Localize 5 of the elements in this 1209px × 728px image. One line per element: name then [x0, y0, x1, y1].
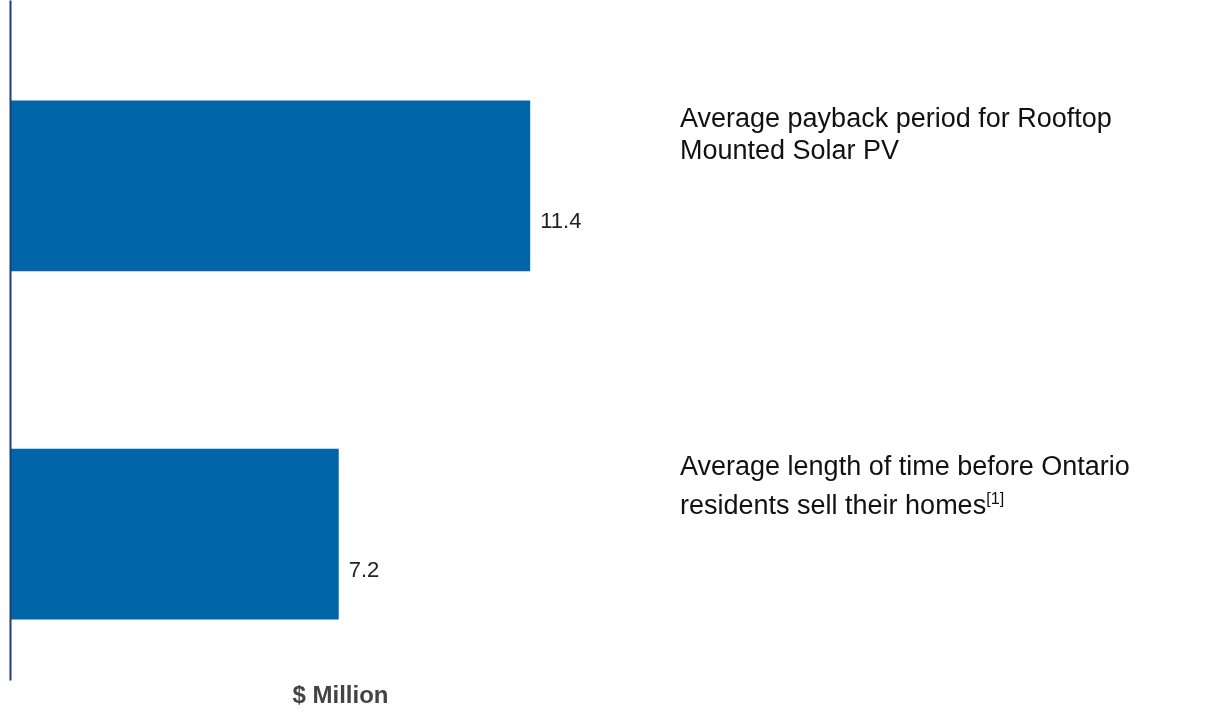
data-label: 11.4	[540, 208, 582, 234]
x-axis-title: $ Million	[292, 680, 389, 708]
y-tick-label: Average payback period for Rooftop Mounted Solar PV	[680, 102, 1113, 166]
y-tick-label: Average length of time before Ontario residents sell their homes$^{[1]}$	[680, 450, 1131, 521]
data-label: 7.2	[348, 556, 380, 582]
